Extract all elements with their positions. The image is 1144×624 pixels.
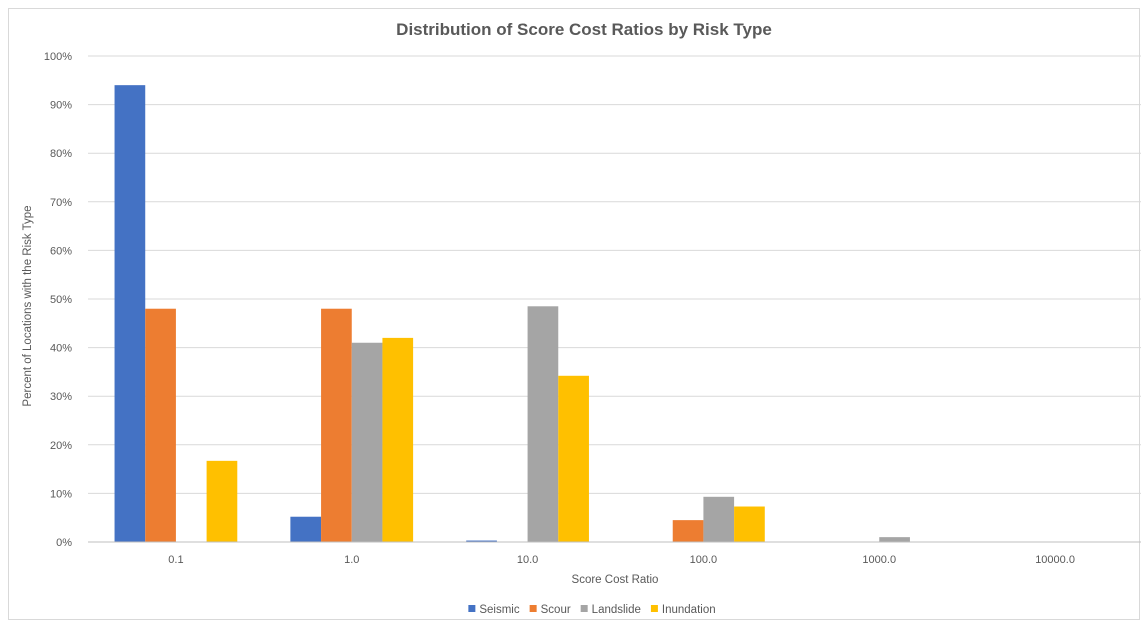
y-tick-label: 20% [50,440,72,452]
bar-landslide-10.0 [527,306,559,542]
bar-landslide-1000.0 [879,537,910,542]
x-axis-ticks: 0.1 1.0 10.0 100.0 1000.0 10000.0 [168,554,1075,566]
bar-landslide-100.0 [703,496,735,542]
y-tick-label: 70% [50,197,72,209]
bar-chart: Distribution of Score Cost Ratios by Ris… [22,20,1141,616]
bar-seismic-0.1 [114,85,146,542]
bars [114,85,910,542]
chart-title: Distribution of Score Cost Ratios by Ris… [396,20,772,39]
y-tick-label: 80% [50,148,72,160]
x-tick-label: 1.0 [344,554,359,566]
x-axis-title: Score Cost Ratio [572,574,659,586]
bar-landslide-1.0 [351,342,383,542]
y-tick-label: 60% [50,245,72,257]
y-axis-title: Percent of Locations with the Risk Type [22,205,34,406]
y-tick-label: 90% [50,100,72,112]
y-axis-ticks: 0% 10% 20% 30% 40% 50% 60% 70% 80% 90% 100% [44,51,72,549]
legend-swatch-scour [529,605,537,612]
legend-label-landslide: Landslide [592,604,641,616]
bar-inundation-100.0 [734,506,765,542]
y-tick-label: 100% [44,51,72,63]
bar-inundation-0.1 [206,460,238,542]
legend: Seismic Scour Landslide Inundation [468,604,716,616]
x-tick-label: 10.0 [517,554,538,566]
legend-label-seismic: Seismic [479,604,520,616]
bar-seismic-1.0 [290,516,322,542]
bar-scour-1.0 [321,308,352,542]
bar-scour-100.0 [672,520,704,542]
legend-label-inundation: Inundation [662,604,716,616]
legend-label-scour: Scour [541,604,571,616]
bar-inundation-10.0 [558,375,589,542]
bar-scour-0.1 [145,308,176,542]
x-tick-label: 0.1 [168,554,183,566]
legend-swatch-inundation [650,605,658,612]
y-tick-label: 10% [50,488,72,500]
bar-inundation-1.0 [382,337,414,542]
x-tick-label: 10000.0 [1035,554,1075,566]
y-tick-label: 50% [50,294,72,306]
y-tick-label: 0% [56,537,72,549]
y-tick-label: 40% [50,343,72,355]
y-tick-label: 30% [50,391,72,403]
bar-seismic-10.0 [466,540,497,542]
gridlines [88,55,1141,494]
legend-swatch-seismic [468,605,476,612]
x-tick-label: 1000.0 [862,554,896,566]
chart-frame: Distribution of Score Cost Ratios by Ris… [8,8,1141,620]
x-tick-label: 100.0 [690,554,718,566]
legend-swatch-landslide [580,605,588,612]
